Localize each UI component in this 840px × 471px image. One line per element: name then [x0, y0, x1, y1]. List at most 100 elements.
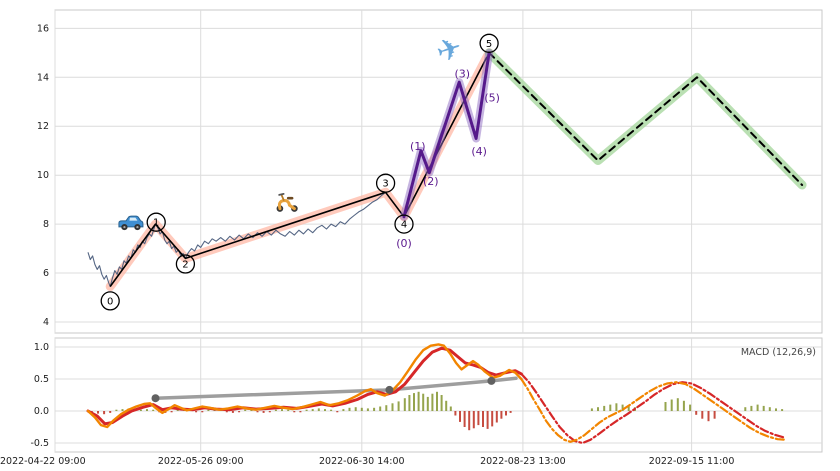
macd-histogram-bar	[768, 407, 771, 411]
sub-wave-label: (0)	[396, 237, 412, 250]
macd-histogram-bar	[256, 411, 259, 413]
x-tick-label: 2022-05-26 09:00	[158, 456, 244, 467]
sub-wave-label: (4)	[471, 145, 487, 158]
macd-histogram-bar	[342, 409, 345, 411]
sub-wave-label: (2)	[423, 175, 439, 188]
x-tick-label: 2022-09-15 11:00	[649, 456, 735, 467]
macd-histogram-bar	[426, 396, 429, 411]
macd-histogram-bar	[366, 408, 369, 411]
macd-histogram-bar	[195, 411, 198, 413]
macd-histogram-bar	[491, 411, 494, 427]
macd-histogram-bar	[449, 406, 452, 411]
y-tick-label: 12	[37, 121, 49, 132]
macd-histogram-bar	[311, 409, 314, 411]
trend-dot	[151, 394, 160, 403]
y-tick-label: 6	[43, 268, 49, 279]
macd-histogram-bar	[250, 409, 253, 411]
macd-forecast-line	[520, 377, 788, 443]
sub-wave-label: (3)	[455, 67, 471, 80]
macd-histogram-bar	[627, 405, 630, 411]
macd-histogram-bar	[500, 411, 503, 419]
wave-label-4: 4	[394, 214, 414, 234]
macd-histogram-bar	[621, 404, 624, 411]
y-tick-label: 0.5	[34, 374, 49, 385]
macd-histogram-bar	[385, 405, 388, 411]
macd-histogram-bar	[713, 411, 716, 419]
trend-line	[153, 376, 518, 400]
macd-histogram-bar	[115, 409, 118, 411]
macd-histogram-bar	[330, 409, 333, 411]
macd-panel-frame	[54, 337, 823, 453]
macd-histogram-bar	[609, 404, 612, 411]
macd-histogram-bar	[262, 411, 265, 413]
macd-histogram-bar	[354, 407, 357, 411]
macd-histogram-bar	[707, 411, 710, 422]
macd-histogram-bar	[756, 404, 759, 411]
x-tick-label: 2022-08-23 13:00	[480, 456, 566, 467]
macd-solid-line	[86, 343, 523, 429]
macd-histogram-bar	[676, 398, 679, 411]
y-tick-label: 10	[37, 170, 49, 181]
macd-histogram-bar	[97, 411, 99, 414]
wave-label-2: 2	[175, 254, 196, 274]
macd-histogram-bar	[505, 411, 507, 416]
macd-histogram-bar	[472, 411, 475, 429]
macd-histogram-bar	[103, 411, 106, 415]
macd-histogram-bar	[440, 395, 443, 411]
macd-histogram-bar	[176, 409, 179, 411]
macd-histogram-bar	[509, 411, 512, 413]
macd-histogram-bar	[495, 411, 498, 423]
macd-histogram-bar	[305, 409, 308, 411]
macd-histogram-bar	[244, 409, 247, 411]
wave-label-0: 0	[100, 291, 120, 311]
y-tick-label: 16	[37, 23, 49, 34]
macd-histogram-bar	[397, 401, 400, 411]
wave-label-3: 3	[375, 173, 396, 193]
macd-histogram-bar	[238, 411, 241, 413]
macd-histogram-bar	[225, 411, 228, 413]
macd-histogram-bar	[324, 409, 326, 411]
macd-histogram-bar	[689, 404, 692, 411]
wave-label-5: 5	[479, 33, 499, 53]
macd-histogram-bar	[436, 391, 438, 411]
trend-dot	[487, 376, 496, 385]
macd-histogram-bar	[664, 402, 667, 411]
macd-histogram-bar	[486, 411, 489, 429]
macd-histogram-bar	[670, 399, 673, 411]
sub-wave-line	[402, 51, 491, 219]
macd-histogram-bar	[268, 411, 271, 413]
macd-histogram-bar	[695, 411, 698, 415]
macd-histogram-bar	[459, 411, 461, 422]
macd-histogram-bar	[139, 409, 142, 411]
macd-histogram-bar	[775, 408, 777, 411]
macd-histogram-bar	[201, 411, 204, 413]
macd-histogram-bar	[317, 408, 320, 411]
svg-text:3: 3	[382, 179, 388, 190]
impulse-wave-line	[109, 52, 490, 287]
price-panel-frame	[54, 9, 823, 334]
svg-text:0: 0	[107, 296, 113, 307]
macd-histogram-bar	[109, 411, 112, 413]
macd-histogram-bar	[454, 411, 457, 416]
sub-wave-label: (5)	[484, 91, 500, 104]
macd-histogram-bar	[682, 400, 685, 411]
macd-histogram-bar	[391, 403, 394, 411]
macd-histogram-bar	[299, 411, 302, 413]
svg-text:2: 2	[182, 260, 188, 271]
trend-dot	[385, 385, 394, 394]
macd-histogram-bar	[287, 409, 290, 411]
macd-histogram-bar	[781, 409, 784, 411]
macd-histogram-bar	[463, 411, 466, 427]
macd-histogram-bar	[701, 411, 704, 419]
y-tick-label: 14	[37, 72, 49, 83]
macd-histogram-bar	[762, 405, 765, 411]
macd-histogram-bar	[348, 407, 351, 411]
macd-histogram-bar	[170, 411, 173, 413]
macd-histogram-bar	[417, 391, 420, 411]
macd-histogram-bar	[336, 411, 339, 413]
macd-histogram-bar	[422, 393, 425, 411]
macd-histogram-bar	[615, 403, 618, 411]
macd-histogram-bar	[597, 407, 599, 411]
